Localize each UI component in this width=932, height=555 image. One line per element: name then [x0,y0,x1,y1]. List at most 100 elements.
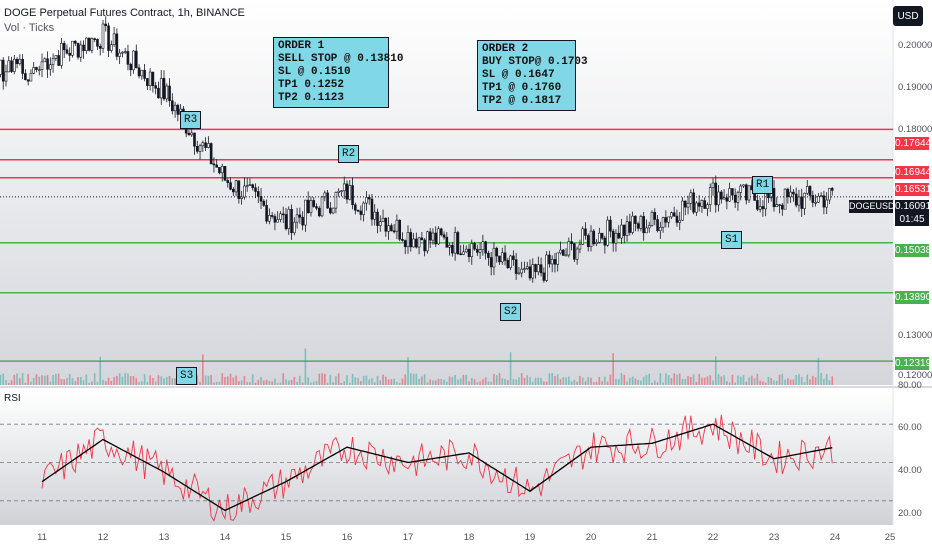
volume-bar [814,377,817,385]
volume-bar [49,381,52,385]
candle [43,58,47,63]
currency-button[interactable]: USD [893,6,923,26]
candle [154,85,157,89]
candle [720,191,723,200]
candle [226,180,230,183]
candle [207,143,210,148]
volume-bar [562,377,565,385]
candle [60,43,63,66]
candle [148,71,152,86]
candle [32,67,35,74]
candle [742,184,745,187]
level-tag-s1: S1 [721,231,743,249]
candle [334,192,338,209]
volume-bar [817,357,820,385]
volume-bar [379,380,382,385]
volume-bar [132,376,135,385]
volume-bar [534,377,537,385]
candle [789,191,792,198]
volume-bar [52,375,54,385]
candle [129,64,133,71]
candle [270,215,274,217]
candle [462,251,465,255]
candle [428,231,432,241]
volume-bar [604,376,606,385]
volume-bar [734,382,736,385]
volume-bar [174,378,176,385]
candle [409,232,413,248]
volume-bar [728,382,731,385]
candle [118,52,121,57]
volume-bar [526,375,529,385]
candle [173,104,177,112]
volume-bar [340,382,343,385]
volume-bar [684,378,687,385]
volume-bar [27,373,29,385]
candle [725,197,729,202]
candle [82,44,85,51]
volume-bar [171,378,174,385]
volume-bar [85,374,88,385]
volume-bar [196,375,199,385]
volume-bar [121,376,124,385]
candle [317,207,321,217]
candle [243,185,246,198]
candle [331,207,335,214]
volume-bar [2,373,5,385]
time-tick: 17 [402,532,414,543]
volume-bar [354,377,357,385]
candle [309,200,313,214]
volume-bar [784,379,786,385]
volume-bar [520,373,523,385]
candle [733,194,737,203]
candle [495,247,499,257]
volume-bar [343,381,346,385]
candle [509,255,512,268]
volume-bar [360,381,362,385]
volume-bar [423,374,426,385]
candle [467,248,471,258]
candle [606,219,609,246]
candle [134,50,138,69]
level-tag-s2: S2 [500,303,522,321]
volume-bar [590,377,592,385]
volume-bar [16,373,18,385]
volume-bar [742,375,745,385]
candle [40,61,44,70]
candle [586,235,590,248]
volume-bar [218,381,221,385]
volume-bar [531,381,534,385]
candle [642,216,645,234]
candle [229,182,232,190]
candle [731,188,734,196]
candle [24,73,27,80]
volume-bar [232,377,235,385]
time-tick: 20 [585,532,597,543]
candle [592,230,596,245]
volume-bar [720,376,723,385]
volume-bar [274,378,276,385]
volume-bar [418,378,420,385]
time-tick: 19 [524,532,536,543]
candle [157,87,160,99]
volume-bar [165,377,168,385]
price-label-s3: 0.12319 [895,357,932,370]
volume-bar [257,379,260,385]
volume-bar [113,377,115,385]
candle [201,142,205,147]
volume-bar [717,374,720,385]
volume-bar [290,380,293,385]
candle [4,71,8,82]
volume-bar [146,381,149,385]
volume-bar [487,381,490,385]
candle [312,200,316,207]
volume-bar [32,377,35,385]
candle [159,78,163,99]
volume-bar [667,375,670,385]
candle [79,44,83,58]
volume-bar [246,381,248,385]
volume-bar [723,375,725,385]
candle [359,210,363,215]
